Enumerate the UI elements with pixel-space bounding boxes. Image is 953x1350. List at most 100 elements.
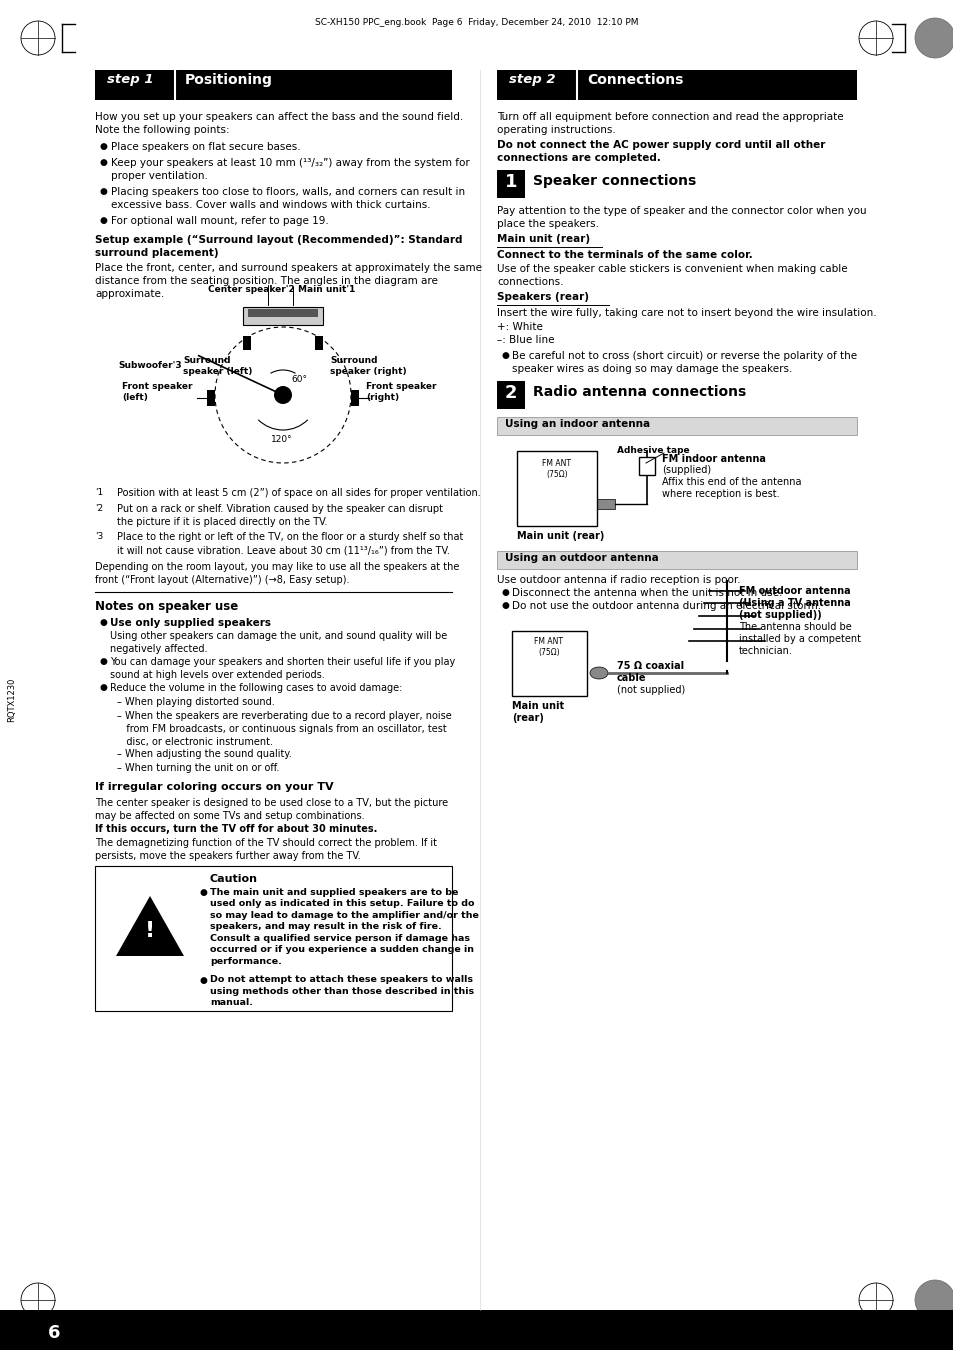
Circle shape: [914, 1280, 953, 1320]
Text: FM ANT
(75Ω): FM ANT (75Ω): [534, 637, 563, 657]
Text: Be careful not to cross (short circuit) or reverse the polarity of the
speaker w: Be careful not to cross (short circuit) …: [512, 351, 856, 374]
Text: Using an outdoor antenna: Using an outdoor antenna: [504, 554, 659, 563]
Text: Disconnect the antenna when the unit is not in use.: Disconnect the antenna when the unit is …: [512, 589, 781, 598]
Text: Use only supplied speakers: Use only supplied speakers: [110, 618, 271, 628]
Bar: [95, 865, 452, 1011]
Text: Radio antenna connections: Radio antenna connections: [533, 385, 745, 400]
Text: installed by a competent: installed by a competent: [739, 634, 861, 644]
Text: FM outdoor antenna: FM outdoor antenna: [739, 586, 850, 595]
Bar: [351, 390, 358, 406]
Text: SC-XH150 PPC_eng.book  Page 6  Friday, December 24, 2010  12:10 PM: SC-XH150 PPC_eng.book Page 6 Friday, Dec…: [314, 18, 639, 27]
Text: 60°: 60°: [291, 375, 307, 383]
Text: Connect to the terminals of the same color.: Connect to the terminals of the same col…: [497, 250, 752, 261]
Bar: [248, 309, 317, 317]
Text: Placing speakers too close to floors, walls, and corners can result in
excessive: Placing speakers too close to floors, wa…: [111, 188, 465, 211]
Text: ●: ●: [200, 976, 208, 984]
Text: –: Blue line: –: Blue line: [497, 335, 554, 346]
Text: ●: ●: [501, 351, 509, 360]
Bar: [314, 336, 323, 350]
Text: Center speaker'2: Center speaker'2: [208, 285, 294, 294]
Text: !: !: [145, 921, 155, 941]
Ellipse shape: [589, 667, 607, 679]
Text: (not supplied): (not supplied): [617, 684, 684, 695]
Bar: [512, 630, 586, 697]
Text: Use of the speaker cable stickers is convenient when making cable
connections.: Use of the speaker cable stickers is con…: [497, 265, 846, 288]
Text: Do not attempt to attach these speakers to walls
using methods other than those : Do not attempt to attach these speakers …: [210, 976, 474, 1007]
Text: ●: ●: [100, 142, 108, 151]
Text: The center speaker is designed to be used close to a TV, but the picture
may be : The center speaker is designed to be use…: [95, 798, 448, 821]
Text: 6: 6: [48, 1324, 60, 1342]
Text: ●: ●: [100, 657, 108, 666]
Text: FM indoor antenna: FM indoor antenna: [661, 454, 765, 464]
Text: Main unit'1: Main unit'1: [297, 285, 355, 294]
Text: Using other speakers can damage the unit, and sound quality will be
negatively a: Using other speakers can damage the unit…: [110, 630, 447, 655]
Text: step 1: step 1: [107, 73, 153, 86]
Text: Place speakers on flat secure bases.: Place speakers on flat secure bases.: [111, 142, 300, 153]
Text: (not supplied)): (not supplied)): [739, 610, 821, 620]
Text: Place to the right or left of the TV, on the floor or a sturdy shelf so that
it : Place to the right or left of the TV, on…: [117, 532, 463, 555]
Polygon shape: [116, 896, 184, 956]
Text: Speaker connections: Speaker connections: [533, 174, 696, 188]
Text: Put on a rack or shelf. Vibration caused by the speaker can disrupt
the picture : Put on a rack or shelf. Vibration caused…: [117, 504, 442, 528]
Text: 1: 1: [504, 173, 517, 190]
Text: You can damage your speakers and shorten their useful life if you play
sound at : You can damage your speakers and shorten…: [110, 657, 455, 680]
Text: (supplied): (supplied): [661, 464, 710, 475]
Text: ●: ●: [100, 216, 108, 225]
Text: The antenna should be: The antenna should be: [739, 622, 851, 632]
Text: Main unit (rear): Main unit (rear): [517, 531, 604, 541]
Text: If this occurs, turn the TV off for about 30 minutes.: If this occurs, turn the TV off for abou…: [95, 824, 377, 834]
Text: +: White: +: White: [497, 323, 542, 332]
Text: Position with at least 5 cm (2”) of space on all sides for proper ventilation.: Position with at least 5 cm (2”) of spac…: [117, 487, 480, 498]
Circle shape: [914, 18, 953, 58]
Text: How you set up your speakers can affect the bass and the sound field.
Note the f: How you set up your speakers can affect …: [95, 112, 463, 135]
Text: For optional wall mount, refer to page 19.: For optional wall mount, refer to page 1…: [111, 216, 329, 225]
Text: ●: ●: [100, 683, 108, 693]
Text: 2: 2: [504, 383, 517, 402]
Text: '1: '1: [95, 487, 103, 497]
Text: Subwoofer'3: Subwoofer'3: [118, 360, 182, 370]
Text: ●: ●: [501, 601, 509, 610]
Text: Insert the wire fully, taking care not to insert beyond the wire insulation.: Insert the wire fully, taking care not t…: [497, 308, 876, 319]
Text: – When turning the unit on or off.: – When turning the unit on or off.: [117, 763, 279, 774]
Bar: [0, 1310, 953, 1350]
Text: ●: ●: [100, 618, 108, 626]
Text: RQTX1230: RQTX1230: [8, 678, 16, 722]
Bar: [95, 70, 452, 100]
Text: Notes on speaker use: Notes on speaker use: [95, 599, 238, 613]
Text: Do not connect the AC power supply cord until all other
connections are complete: Do not connect the AC power supply cord …: [497, 140, 824, 163]
Text: Caution: Caution: [210, 873, 257, 884]
Text: Depending on the room layout, you may like to use all the speakers at the
front : Depending on the room layout, you may li…: [95, 562, 459, 585]
Bar: [497, 381, 524, 409]
Text: (Using a TV antenna: (Using a TV antenna: [739, 598, 850, 608]
Text: Turn off all equipment before connection and read the appropriate
operating inst: Turn off all equipment before connection…: [497, 112, 842, 135]
Text: ●: ●: [501, 589, 509, 597]
Bar: [639, 458, 655, 475]
Bar: [517, 451, 597, 526]
Text: Affix this end of the antenna: Affix this end of the antenna: [661, 477, 801, 487]
Text: – When adjusting the sound quality.: – When adjusting the sound quality.: [117, 749, 292, 759]
Text: Adhesive tape: Adhesive tape: [617, 446, 689, 455]
Text: The demagnetizing function of the TV should correct the problem. If it
persists,: The demagnetizing function of the TV sho…: [95, 838, 436, 861]
Text: Do not use the outdoor antenna during an electrical storm.: Do not use the outdoor antenna during an…: [512, 601, 821, 612]
Bar: [497, 170, 524, 198]
Text: Use outdoor antenna if radio reception is poor.: Use outdoor antenna if radio reception i…: [497, 575, 740, 585]
Bar: [497, 70, 856, 100]
Text: Place the front, center, and surround speakers at approximately the same
distanc: Place the front, center, and surround sp…: [95, 263, 481, 300]
Text: Main unit
(rear): Main unit (rear): [512, 701, 563, 724]
Text: – When the speakers are reverberating due to a record player, noise
   from FM b: – When the speakers are reverberating du…: [117, 711, 452, 748]
Text: Connections: Connections: [586, 73, 682, 86]
Text: Setup example (“Surround layout (Recommended)”: Standard
surround placement): Setup example (“Surround layout (Recomme…: [95, 235, 462, 258]
Bar: [597, 500, 615, 509]
Text: Surround
speaker (right): Surround speaker (right): [330, 356, 406, 377]
Text: Positioning: Positioning: [185, 73, 273, 86]
Text: Surround
speaker (left): Surround speaker (left): [183, 356, 253, 377]
Text: technician.: technician.: [739, 647, 792, 656]
Text: Pay attention to the type of speaker and the connector color when you
place the : Pay attention to the type of speaker and…: [497, 207, 865, 230]
Text: Using an indoor antenna: Using an indoor antenna: [504, 418, 649, 429]
Text: '3: '3: [95, 532, 103, 541]
Bar: [243, 336, 251, 350]
Text: If irregular coloring occurs on your TV: If irregular coloring occurs on your TV: [95, 782, 334, 792]
Text: ●: ●: [200, 888, 208, 896]
Circle shape: [274, 386, 292, 404]
Bar: [243, 306, 323, 325]
